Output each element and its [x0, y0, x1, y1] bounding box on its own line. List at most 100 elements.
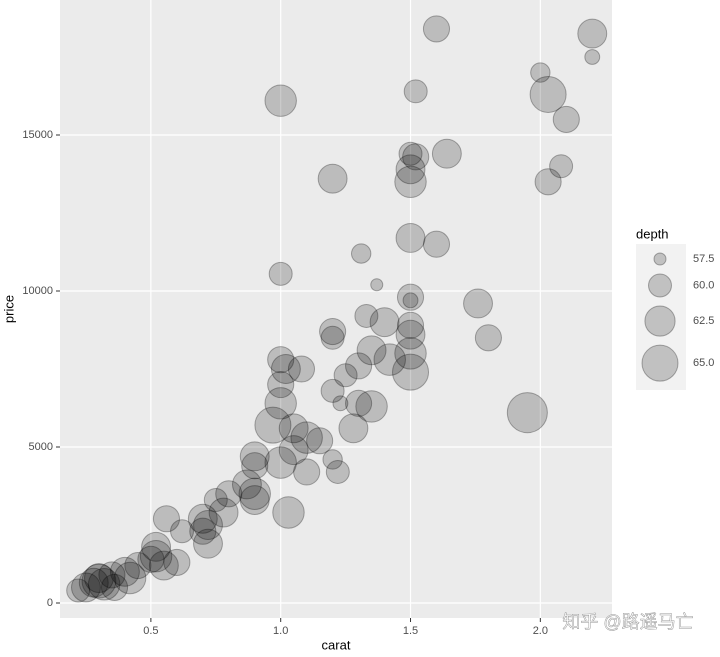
- bubble: [369, 307, 400, 338]
- bubble: [534, 168, 562, 196]
- legend-label: 60.0: [693, 279, 714, 291]
- bubble: [373, 343, 406, 376]
- legend-title: depth: [636, 226, 669, 241]
- legend-key: [641, 344, 679, 382]
- bubble: [100, 573, 129, 601]
- y-tick-label: 10000: [22, 285, 53, 297]
- bubble: [241, 452, 269, 480]
- bubble: [395, 223, 426, 253]
- bubble: [231, 469, 262, 500]
- bubble: [320, 325, 345, 350]
- y-tick-label: 0: [47, 597, 53, 609]
- bubble: [163, 548, 191, 576]
- bubble: [354, 303, 379, 328]
- bubble: [124, 551, 152, 580]
- bubble: [332, 395, 349, 412]
- bubble: [272, 496, 305, 529]
- bubble: [293, 458, 321, 486]
- bubble: [577, 18, 608, 49]
- bubble: [113, 561, 147, 595]
- bubble: [215, 480, 243, 508]
- legend-label: 65.0: [693, 357, 714, 369]
- bubble: [98, 561, 126, 589]
- bubble: [422, 15, 451, 43]
- y-tick-label: 5000: [29, 441, 53, 453]
- bubble: [317, 163, 348, 194]
- bubble: [549, 154, 574, 179]
- bubble: [396, 283, 425, 311]
- bubble: [474, 324, 502, 352]
- bubble: [267, 371, 295, 399]
- bubble: [270, 354, 301, 384]
- bubble: [395, 154, 426, 185]
- bubble: [431, 138, 462, 169]
- bubble: [193, 510, 223, 540]
- bubble: [356, 335, 387, 366]
- legend-label: 62.5: [693, 315, 714, 327]
- legend-label: 57.5: [693, 253, 714, 265]
- bubble: [463, 288, 493, 319]
- bubble: [552, 105, 580, 133]
- bubble: [338, 413, 369, 444]
- bubble: [506, 392, 548, 434]
- bubble: [264, 84, 297, 117]
- bubble: [402, 292, 419, 309]
- bubble: [320, 378, 345, 403]
- bubble: [345, 352, 373, 380]
- bubble: [333, 363, 358, 388]
- y-tick-label: 15000: [22, 129, 53, 141]
- panel: [60, 0, 612, 618]
- bubble: [402, 143, 430, 171]
- legend-key: [644, 305, 676, 337]
- bubble: [203, 488, 228, 513]
- bubble: [268, 261, 293, 286]
- bubble: [264, 446, 297, 479]
- bubble: [319, 318, 347, 346]
- bubble: [254, 406, 292, 444]
- bubble: [189, 517, 217, 545]
- bubble: [584, 49, 601, 65]
- bubble: [398, 141, 423, 166]
- bubble: [278, 413, 309, 444]
- x-tick-label: 2.0: [533, 625, 548, 637]
- bubble: [396, 311, 425, 339]
- bubble: [238, 477, 271, 511]
- bubble: [325, 459, 350, 484]
- legend-box: [636, 244, 686, 390]
- x-tick-label: 0.5: [143, 625, 158, 637]
- bubble: [530, 62, 551, 83]
- bubble: [370, 278, 384, 292]
- legend-key: [653, 252, 667, 266]
- x-axis-label: carat: [322, 637, 351, 652]
- bubble: [239, 441, 270, 472]
- bubble: [71, 572, 101, 603]
- bubble: [290, 421, 323, 454]
- bubble: [109, 556, 140, 587]
- bubble: [278, 435, 309, 466]
- bubble: [141, 531, 172, 562]
- bubble: [345, 389, 373, 417]
- bubble: [529, 75, 567, 113]
- y-axis-label: price: [1, 295, 16, 323]
- bubble: [287, 355, 316, 383]
- bubble: [306, 427, 334, 455]
- bubble: [137, 545, 165, 573]
- bubble: [81, 563, 117, 599]
- bubble: [193, 528, 223, 559]
- bubble: [351, 243, 372, 264]
- bubble: [78, 567, 109, 598]
- bubble: [322, 449, 343, 470]
- bubble: [395, 319, 426, 350]
- x-tick-label: 1.5: [403, 625, 418, 637]
- bubble: [152, 505, 181, 533]
- bubble: [392, 353, 430, 391]
- bubble: [139, 539, 173, 573]
- bubble: [394, 165, 427, 199]
- bubble: [148, 550, 179, 581]
- bubble: [87, 568, 121, 601]
- bubble: [83, 563, 114, 593]
- bubble: [187, 503, 218, 534]
- bubble: [355, 390, 388, 423]
- bubble: [66, 578, 91, 603]
